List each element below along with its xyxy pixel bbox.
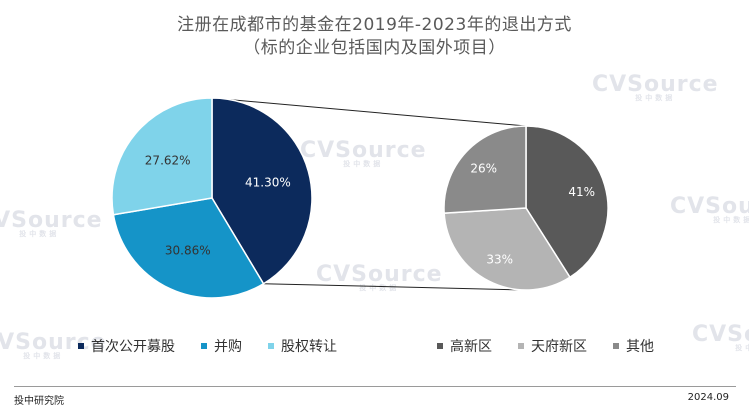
chart-subtitle: （标的企业包括国内及国外项目） — [243, 38, 506, 58]
legend-swatch — [518, 343, 524, 349]
legend-item: 高新区 — [437, 336, 492, 356]
pie-chart-exit-methods: 41.30% 30.86% 27.62% — [111, 97, 313, 299]
data-label: 26% — [470, 161, 497, 175]
data-label: 33% — [486, 253, 513, 267]
data-label: 41% — [568, 185, 595, 199]
data-label: 27.62% — [145, 154, 191, 168]
connector-line — [263, 283, 527, 291]
footer-divider — [14, 386, 736, 387]
legend-item: 股权转让 — [268, 336, 337, 356]
legend-swatch — [268, 343, 274, 349]
data-label: 41.30% — [245, 176, 291, 190]
legend-label: 股权转让 — [281, 339, 337, 355]
pie-slice — [111, 97, 213, 216]
legend-districts: 高新区 天府新区 其他 — [437, 337, 680, 355]
pie-slice — [443, 125, 527, 214]
legend-label: 高新区 — [450, 339, 492, 355]
pie-slice — [443, 207, 571, 291]
legend-label: 天府新区 — [531, 339, 587, 355]
pie-slice — [211, 97, 313, 285]
legend-item: 天府新区 — [518, 336, 587, 356]
legend-label: 并购 — [214, 339, 242, 355]
footer-source: 投中研究院 — [14, 396, 64, 407]
connector-line — [211, 97, 527, 127]
chart-title: 注册在成都市的基金在2019年-2023年的退出方式 — [177, 15, 572, 35]
legend-swatch — [201, 343, 207, 349]
legend-swatch — [613, 343, 619, 349]
pie-chart-districts: 41% 33% 26% — [443, 125, 609, 291]
legend-label: 首次公开募股 — [91, 339, 175, 355]
legend-item: 首次公开募股 — [78, 336, 175, 356]
legend-item: 并购 — [201, 336, 242, 356]
pie-slice — [112, 197, 265, 299]
legend-label: 其他 — [626, 339, 654, 355]
data-label: 30.86% — [165, 244, 211, 258]
legend-exit-methods: 首次公开募股 并购 股权转让 — [78, 337, 363, 355]
legend-swatch — [78, 343, 84, 349]
legend-item: 其他 — [613, 336, 654, 356]
legend-swatch — [437, 343, 443, 349]
footer-date: 2024.09 — [687, 392, 729, 403]
